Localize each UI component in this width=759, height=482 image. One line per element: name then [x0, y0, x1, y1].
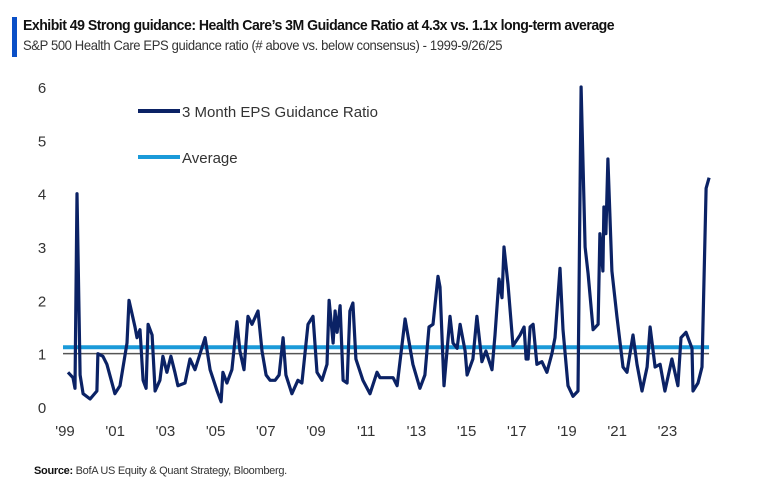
y-tick-label: 0 — [38, 400, 46, 417]
title-accent-bar — [12, 17, 17, 57]
y-tick-label: 1 — [38, 347, 46, 364]
y-axis: 0 1 2 3 4 5 6 — [38, 80, 46, 417]
x-tick-label: '05 — [206, 423, 226, 440]
y-tick-label: 2 — [38, 293, 46, 310]
source-label: Source: — [34, 465, 73, 477]
x-tick-label: '01 — [105, 423, 125, 440]
series-line-guidance-ratio — [66, 85, 711, 404]
y-tick-label: 3 — [38, 240, 46, 257]
x-tick-label: '09 — [306, 423, 326, 440]
source-note: Source: BofA US Equity & Quant Strategy,… — [34, 465, 287, 477]
legend: 3 Month EPS Guidance Ratio Average — [138, 104, 378, 167]
x-tick-label: '03 — [156, 423, 176, 440]
x-tick-label: '11 — [357, 423, 375, 440]
y-tick-label: 6 — [38, 80, 46, 97]
x-tick-label: '19 — [557, 423, 577, 440]
x-tick-label: '99 — [55, 423, 75, 440]
legend-label-average: Average — [182, 150, 238, 167]
x-tick-label: '13 — [407, 423, 427, 440]
y-tick-label: 4 — [38, 187, 46, 204]
x-tick-label: '15 — [457, 423, 477, 440]
chart-title: Exhibit 49 Strong guidance: Health Care’… — [23, 17, 615, 34]
x-axis: '99 '01 '03 '05 '07 '09 '11 '13 '15 '17 '19 '21 '23 — [55, 423, 677, 440]
x-tick-label: '21 — [607, 423, 627, 440]
y-tick-label: 5 — [38, 133, 46, 150]
x-tick-label: '23 — [658, 423, 678, 440]
legend-label-guidance-ratio: 3 Month EPS Guidance Ratio — [182, 104, 378, 121]
chart-subtitle: S&P 500 Health Care EPS guidance ratio (… — [23, 37, 503, 53]
x-tick-label: '17 — [507, 423, 527, 440]
x-tick-label: '07 — [256, 423, 276, 440]
source-text: BofA US Equity & Quant Strategy, Bloombe… — [72, 465, 288, 477]
